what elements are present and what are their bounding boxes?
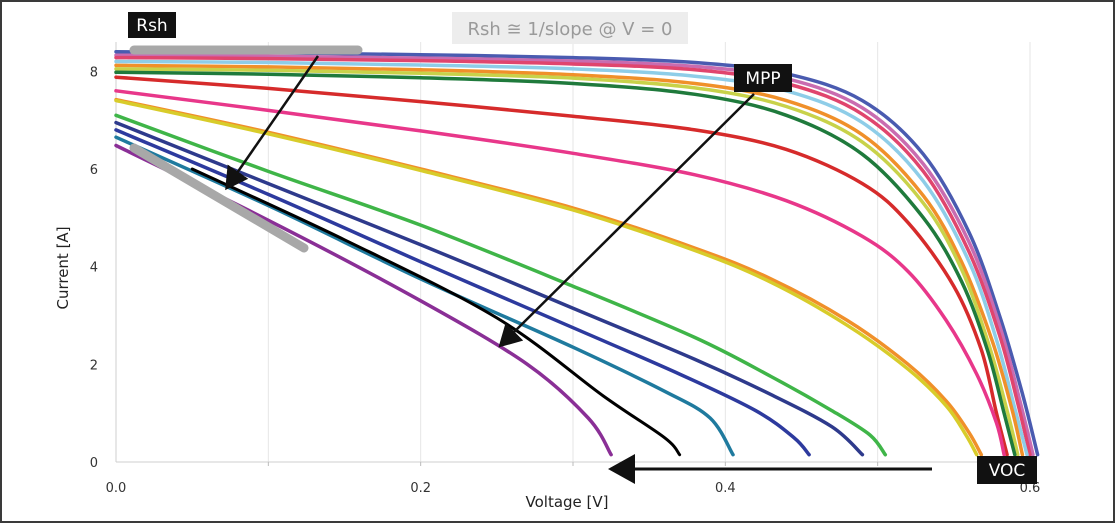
series-line-6 (114, 67, 1020, 457)
grid-layer (267, 42, 1031, 462)
rsh-label-text: Rsh (136, 16, 167, 36)
series-line-8 (114, 75, 1009, 457)
y-tick-label: 6 (90, 163, 98, 178)
series-line-16 (190, 167, 682, 457)
x-axis-title: Voltage [V] (526, 493, 609, 511)
tick-layer: 0.0 0.2 0.4 0.6 0 2 4 6 8 (90, 65, 1041, 496)
series-line-12 (114, 113, 888, 457)
y-tick-label: 2 (90, 358, 98, 373)
y-tick-label: 4 (90, 261, 98, 276)
x-tick-label: 0.2 (410, 481, 431, 496)
x-tick-label: 0.6 (1020, 481, 1041, 496)
mpp-label: MPP (734, 64, 792, 92)
series-line-17 (114, 143, 613, 457)
series-line-7 (114, 70, 1017, 457)
rsh-arrow (225, 55, 320, 191)
voc-label: VOC (977, 456, 1037, 484)
y-axis-title: Current [A] (54, 226, 72, 309)
x-tick-label: 0.4 (715, 481, 736, 496)
series-layer (114, 50, 1040, 457)
series-line-14 (114, 128, 811, 457)
series-line-9 (114, 89, 1006, 457)
rsh-note-text: Rsh ≅ 1/slope @ V = 0 (468, 19, 673, 40)
voc-label-text: VOC (989, 461, 1026, 481)
y-tick-label: 0 (90, 456, 98, 471)
y-tick-label: 8 (90, 65, 98, 80)
series-line-11 (114, 98, 979, 457)
mpp-label-text: MPP (745, 69, 780, 89)
mpp-arrow (498, 93, 755, 348)
series-line-1 (114, 50, 1040, 457)
x-tick-label: 0.0 (106, 481, 127, 496)
rsh-note: Rsh ≅ 1/slope @ V = 0 (452, 12, 688, 44)
series-line-15 (114, 135, 735, 457)
series-line-13 (114, 120, 865, 457)
rsh-label: Rsh (128, 12, 176, 38)
series-line-5 (114, 63, 1025, 457)
rsh-slope-marker-left (129, 143, 309, 253)
